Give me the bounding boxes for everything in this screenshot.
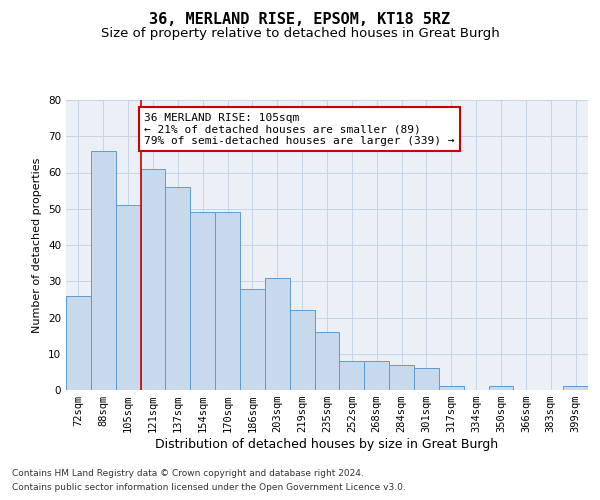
Y-axis label: Number of detached properties: Number of detached properties <box>32 158 43 332</box>
Bar <box>364 361 389 390</box>
Bar <box>290 310 314 390</box>
Bar <box>340 361 364 390</box>
Text: 36 MERLAND RISE: 105sqm
← 21% of detached houses are smaller (89)
79% of semi-de: 36 MERLAND RISE: 105sqm ← 21% of detache… <box>145 112 455 146</box>
Text: Contains public sector information licensed under the Open Government Licence v3: Contains public sector information licen… <box>12 484 406 492</box>
Text: Contains HM Land Registry data © Crown copyright and database right 2024.: Contains HM Land Registry data © Crown c… <box>12 468 364 477</box>
Bar <box>563 386 588 390</box>
Bar <box>265 278 290 390</box>
Bar <box>414 368 439 390</box>
X-axis label: Distribution of detached houses by size in Great Burgh: Distribution of detached houses by size … <box>155 438 499 451</box>
Bar <box>140 169 166 390</box>
Text: Size of property relative to detached houses in Great Burgh: Size of property relative to detached ho… <box>101 28 499 40</box>
Bar <box>314 332 340 390</box>
Bar <box>439 386 464 390</box>
Bar <box>66 296 91 390</box>
Bar <box>389 364 414 390</box>
Bar <box>91 151 116 390</box>
Bar <box>190 212 215 390</box>
Bar <box>116 205 140 390</box>
Bar <box>240 288 265 390</box>
Bar <box>166 187 190 390</box>
Bar <box>215 212 240 390</box>
Text: 36, MERLAND RISE, EPSOM, KT18 5RZ: 36, MERLAND RISE, EPSOM, KT18 5RZ <box>149 12 451 28</box>
Bar <box>488 386 514 390</box>
